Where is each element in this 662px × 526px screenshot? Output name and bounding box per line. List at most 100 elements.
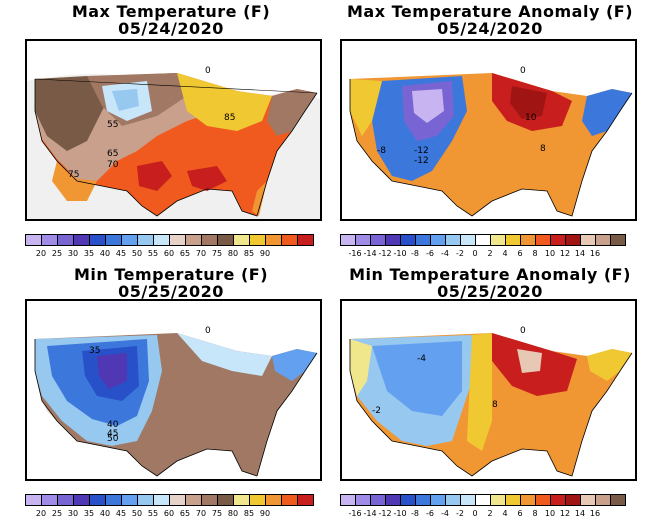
colorbar-tick-label: 70 [195,509,207,518]
colorbar-tick-label: 25 [51,249,63,258]
colorbar-swatch [580,494,596,506]
colorbar-tick-label: -10 [393,249,407,258]
contour-label: 75 [68,170,79,180]
colorbar-swatch [121,494,138,506]
colorbar-tick-label: 40 [99,509,111,518]
colorbar-tick-label: 14 [574,509,586,518]
max-temperature-map: 55 65 70 75 85 0 [25,39,322,221]
colorbar-swatch [297,494,314,506]
contour-label: 0 [205,326,211,336]
colorbar-tick-label: -14 [363,509,377,518]
colorbar-swatch [550,234,566,246]
colorbar-swatch [535,494,551,506]
colorbar-tick-label: 14 [574,249,586,258]
colorbar-tick-label: 25 [51,509,63,518]
colorbar-swatch [201,494,218,506]
colorbar-swatch [445,234,461,246]
colorbar-swatch [565,494,581,506]
colorbar-swatch [281,234,298,246]
colorbar-swatch [25,494,42,506]
colorbar-tick-label: 2 [487,509,493,518]
colorbar-swatch [249,234,266,246]
colorbar-swatch [41,234,58,246]
contour-label: -4 [417,354,426,364]
colorbar-tick-label: 35 [83,249,95,258]
colorbar-swatch [73,494,90,506]
panel-title: Max Temperature (F) 05/24/2020 [71,2,271,38]
colorbar-swatch [169,234,186,246]
colorbar-tick-label: 20 [35,509,47,518]
colorbar-swatch [460,494,476,506]
colorbar-tick-label: 50 [131,509,143,518]
colorbar-swatch [249,494,266,506]
colorbar-tick-label: 45 [115,249,127,258]
colorbar-tick-label: 35 [83,509,95,518]
colorbar-tick-label: 40 [99,249,111,258]
contour-label: -12 [414,146,429,156]
colorbar-swatch [233,494,250,506]
colorbar-swatch [595,234,611,246]
contour-label: 10 [525,113,537,123]
colorbar-tick-label: 65 [179,509,191,518]
colorbar-tick-label: 65 [179,249,191,258]
temperature-colorbar [25,494,314,506]
colorbar-tick-label: 85 [243,509,255,518]
min-anomaly-map: -4 8 -2 0 [340,299,637,481]
colorbar-tick-label: -2 [456,509,464,518]
colorbar-tick-label: -10 [393,509,407,518]
colorbar-tick-label: 2 [487,249,493,258]
colorbar-swatch [89,234,106,246]
colorbar-tick-label: 75 [211,509,223,518]
colorbar-swatch [370,234,386,246]
colorbar-tick-label: -8 [411,249,419,258]
contour-label: 70 [107,160,119,170]
colorbar-tick-label: -6 [426,249,434,258]
colorbar-tick-label: 75 [211,249,223,258]
colorbar-swatch [153,234,170,246]
colorbar-swatch [73,234,90,246]
colorbar-swatch [217,494,234,506]
colorbar-swatch [415,494,431,506]
colorbar-tick-label: 80 [227,249,239,258]
contour-label: -12 [414,156,429,166]
colorbar-swatch [201,234,218,246]
colorbar-swatch [265,494,282,506]
contour-label: 40 [107,420,119,430]
colorbar-tick-label: 90 [259,509,271,518]
colorbar-swatch [185,234,202,246]
colorbar-swatch [505,234,521,246]
colorbar-tick-label: 30 [67,509,79,518]
colorbar-tick-label: 8 [532,249,538,258]
colorbar-swatch [520,494,536,506]
colorbar-tick-label: 45 [115,509,127,518]
colorbar-tick-label: 90 [259,249,271,258]
colorbar-swatch [297,234,314,246]
colorbar-swatch [595,494,611,506]
contour-label: 0 [205,66,211,76]
colorbar-tick-label: -4 [441,509,449,518]
colorbar-swatch [400,234,416,246]
contour-label: -2 [372,406,381,416]
colorbar-swatch [355,234,371,246]
colorbar-tick-label: 85 [243,249,255,258]
anomaly-colorbar [340,234,626,246]
colorbar-tick-label: 50 [131,249,143,258]
colorbar-tick-label: -8 [411,509,419,518]
panel-title: Min Temperature (F) 05/25/2020 [73,265,269,301]
colorbar-swatch [121,234,138,246]
colorbar-swatch [580,234,596,246]
colorbar-tick-label: -6 [426,509,434,518]
colorbar-swatch [550,494,566,506]
colorbar-swatch [610,494,626,506]
colorbar-swatch [370,494,386,506]
colorbar-swatch [415,234,431,246]
temperature-colorbar [25,234,314,246]
max-anomaly-map: 10 -8 -12 -12 8 0 [340,39,637,221]
colorbar-tick-label: 12 [559,509,571,518]
colorbar-swatch [233,234,250,246]
colorbar-swatch [445,494,461,506]
colorbar-swatch [610,234,626,246]
contour-label: 55 [107,120,118,130]
colorbar-tick-label: 12 [559,249,571,258]
colorbar-tick-label: 0 [472,249,478,258]
